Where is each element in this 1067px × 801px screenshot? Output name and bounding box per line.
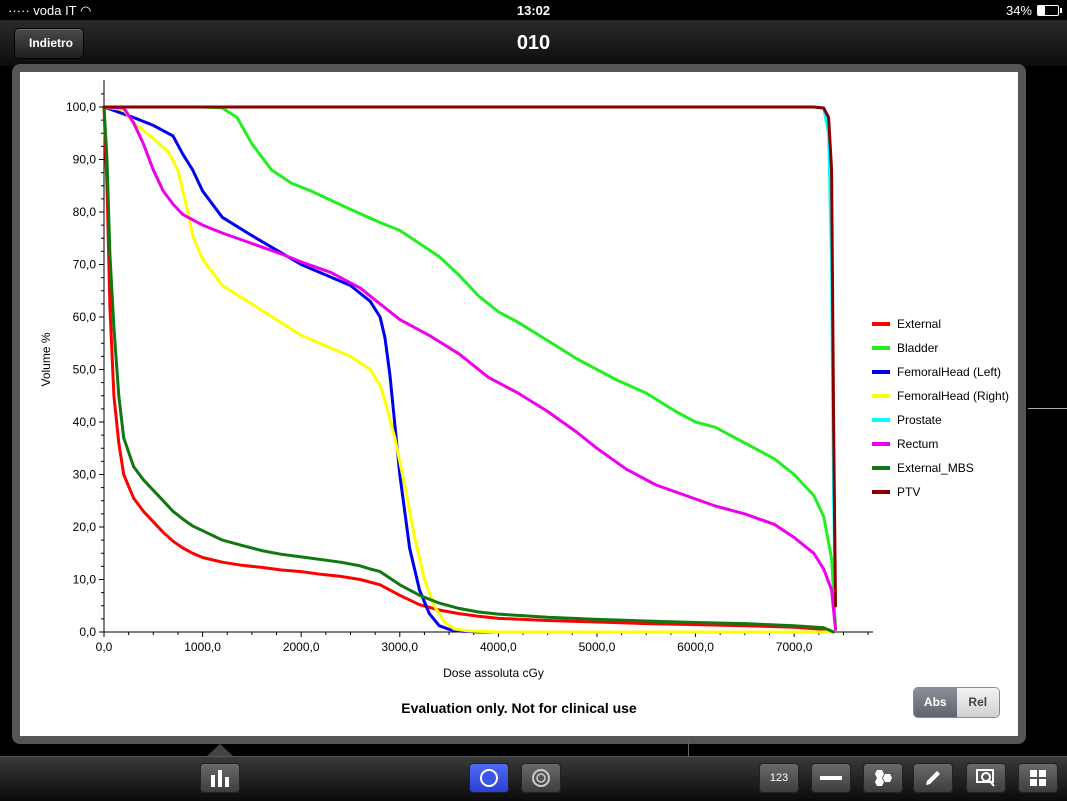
rel-button[interactable]: Rel: [956, 688, 999, 717]
series-line-prostate: [102, 105, 837, 608]
y-tick-label: 50,0: [73, 363, 97, 377]
y-tick-label: 10,0: [73, 573, 97, 587]
filled-circle-icon: [480, 769, 498, 787]
x-tick-label: 5000,0: [579, 640, 616, 654]
legend-item: External_MBS: [872, 456, 1009, 480]
series-line-femoralhead-right: [102, 105, 836, 634]
y-tick-label: 90,0: [73, 153, 97, 167]
legend-item: Rectum: [872, 432, 1009, 456]
legend-swatch: [872, 346, 890, 350]
hexagons-button[interactable]: [863, 763, 903, 793]
series-line-rectum: [102, 105, 837, 631]
y-tick-label: 80,0: [73, 205, 97, 219]
battery-indicator: 34%: [1005, 3, 1062, 18]
legend-label: Rectum: [897, 437, 939, 451]
legend-item: External: [872, 312, 1009, 336]
battery-fill: [1038, 6, 1045, 15]
legend-swatch: [872, 466, 890, 470]
divider-line: [1028, 408, 1067, 409]
series-line-external-mbs: [102, 105, 836, 634]
legend-swatch: [872, 370, 890, 374]
legend-label: FemoralHead (Left): [897, 365, 1002, 379]
x-tick-label: 3000,0: [381, 640, 418, 654]
pencil-button[interactable]: [913, 763, 953, 793]
legend-label: PTV: [897, 485, 921, 499]
legend-item: FemoralHead (Right): [872, 384, 1009, 408]
chart-panel: [20, 72, 1018, 736]
divider-line: [688, 742, 689, 756]
x-tick-label: 1000,0: [184, 640, 221, 654]
series-line-external: [102, 105, 836, 634]
ring-icon: [532, 769, 550, 787]
bar-chart-icon: [211, 770, 229, 787]
y-tick-label: 70,0: [73, 258, 97, 272]
x-tick-label: 2000,0: [283, 640, 320, 654]
zoom-region-button[interactable]: [966, 763, 1006, 793]
status-bar: ····· voda IT ◠ 13:02 34%: [0, 0, 1067, 20]
popover-pointer: [207, 744, 233, 756]
grid-icon: [1030, 770, 1046, 786]
ruler-icon: [820, 776, 842, 780]
y-tick-label: 60,0: [73, 310, 97, 324]
y-axis-title: Volume %: [39, 332, 53, 386]
wifi-icon: ◠: [80, 3, 92, 18]
y-tick-label: 40,0: [73, 415, 97, 429]
battery-percent: 34%: [1005, 3, 1032, 18]
ring-button[interactable]: [521, 763, 561, 793]
series-line-femoralhead-left: [102, 105, 500, 634]
legend-swatch: [872, 322, 890, 326]
pencil-icon: [926, 771, 940, 785]
zoom-region-icon: [976, 769, 995, 787]
battery-icon: [1037, 5, 1062, 16]
bar-chart-button[interactable]: [200, 763, 240, 793]
y-tick-label: 20,0: [73, 520, 97, 534]
filled-circle-button[interactable]: [469, 763, 509, 793]
series-line-bladder: [102, 105, 837, 629]
numbers-button[interactable]: 123: [759, 763, 799, 793]
x-tick-label: 7000,0: [776, 640, 813, 654]
y-tick-label: 0,0: [79, 625, 96, 639]
legend-item: Bladder: [872, 336, 1009, 360]
x-tick-label: 0,0: [96, 640, 113, 654]
legend-swatch: [872, 490, 890, 494]
ruler-button[interactable]: [811, 763, 851, 793]
legend-swatch: [872, 418, 890, 422]
legend-swatch: [872, 394, 890, 398]
legend-label: External: [897, 317, 942, 331]
clock: 13:02: [516, 3, 551, 18]
y-tick-label: 30,0: [73, 468, 97, 482]
back-button[interactable]: Indietro: [14, 28, 84, 59]
carrier-name: voda IT: [33, 3, 77, 18]
x-tick-label: 6000,0: [677, 640, 714, 654]
legend-item: PTV: [872, 480, 1009, 504]
x-tick-label: 4000,0: [480, 640, 517, 654]
grid-button[interactable]: [1018, 763, 1058, 793]
chart-legend: External Bladder FemoralHead (Left) Femoral…: [872, 312, 1009, 504]
legend-label: FemoralHead (Right): [897, 389, 1010, 403]
hexagons-icon: [875, 770, 892, 786]
legend-label: External_MBS: [897, 461, 974, 475]
disclaimer-text: Evaluation only. Not for clinical use: [401, 700, 637, 716]
y-tick-label: 100,0: [66, 100, 96, 114]
legend-item: Prostate: [872, 408, 1009, 432]
legend-item: FemoralHead (Left): [872, 360, 1009, 384]
carrier-label: ····· voda IT ◠: [8, 3, 92, 18]
series-line-ptv: [102, 105, 837, 608]
legend-swatch: [872, 442, 890, 446]
abs-rel-toggle[interactable]: Abs Rel: [913, 687, 1000, 718]
x-axis-title: Dose assoluta cGy: [443, 666, 544, 680]
page-title: 010: [516, 32, 551, 54]
abs-button[interactable]: Abs: [914, 688, 957, 717]
legend-label: Prostate: [897, 413, 942, 427]
legend-label: Bladder: [897, 341, 939, 355]
bottom-toolbar: 123: [0, 756, 1067, 801]
